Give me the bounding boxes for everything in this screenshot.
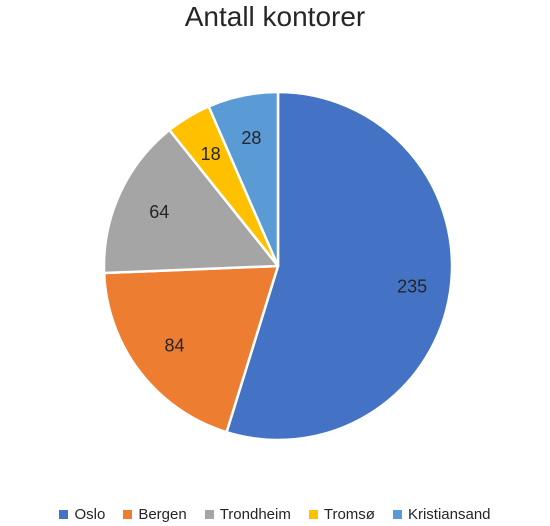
- legend-swatch: [59, 509, 69, 519]
- legend-swatch: [204, 509, 214, 519]
- legend-swatch: [123, 509, 133, 519]
- legend-item-troms: Tromsø: [308, 505, 375, 523]
- legend-label: Tromsø: [323, 505, 375, 523]
- pie-slice-oslo: [225, 90, 454, 442]
- legend-label: Bergen: [138, 505, 187, 523]
- legend: Oslo Bergen Trondheim Tromsø Kristiansand: [0, 503, 550, 525]
- legend-item-bergen: Bergen: [123, 505, 187, 523]
- data-label-troms: 18: [201, 144, 221, 164]
- legend-swatch: [392, 509, 402, 519]
- legend-label: Trondheim: [219, 505, 291, 523]
- pie-slice-bergen: [102, 264, 280, 434]
- data-label-oslo: 235: [397, 276, 427, 296]
- legend-swatch: [308, 509, 318, 519]
- data-label-bergen: 84: [165, 336, 185, 356]
- chart-title: Antall kontorer: [184, 1, 366, 32]
- legend-label: Oslo: [74, 505, 106, 523]
- pie-data-labels: 235 84 64 18 28: [149, 128, 427, 355]
- pie-slice-trondheim: [102, 128, 280, 275]
- legend-item-oslo: Oslo: [59, 506, 105, 523]
- pie-slice-kristiansand: [207, 90, 280, 268]
- pie-slices: [102, 90, 454, 442]
- legend-item-trondheim: Trondheim: [204, 505, 291, 523]
- data-label-trondheim: 64: [149, 202, 169, 222]
- legend-label: Kristiansand: [407, 505, 491, 523]
- legend-item-kristiansand: Kristiansand: [392, 505, 491, 523]
- data-label-kristiansand: 28: [241, 128, 261, 148]
